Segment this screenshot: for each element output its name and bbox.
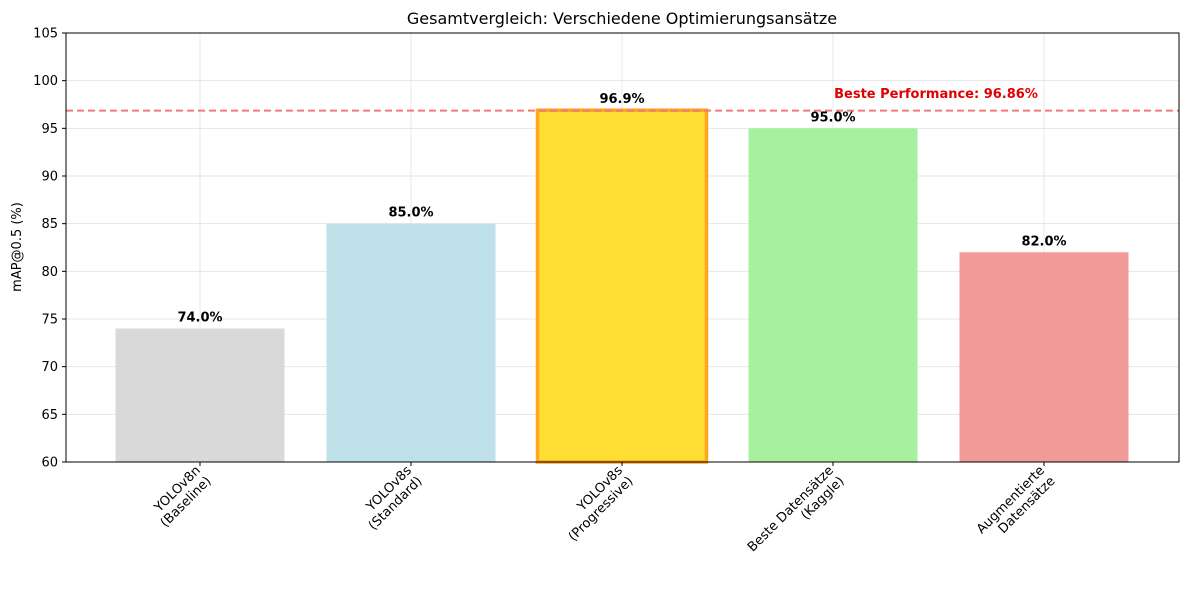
annotation-label: Beste Performance: 96.86% bbox=[834, 87, 1038, 102]
bar-value-label: 74.0% bbox=[177, 311, 222, 326]
bar bbox=[748, 128, 918, 463]
y-tick-label: 90 bbox=[41, 170, 58, 185]
y-tick-label: 70 bbox=[41, 360, 58, 375]
y-tick-label: 100 bbox=[33, 74, 58, 89]
x-tick-label: YOLOv8s(Progressive) bbox=[555, 463, 636, 544]
y-tick-label: 75 bbox=[41, 313, 58, 328]
bar-value-label: 96.9% bbox=[599, 92, 644, 107]
y-tick-label: 65 bbox=[41, 408, 58, 423]
x-tick-label: YOLOv8s(Standard) bbox=[355, 463, 425, 533]
bar bbox=[115, 328, 285, 462]
chart-title: Gesamtvergleich: Verschiedene Optimierun… bbox=[407, 9, 837, 28]
y-tick-label: 105 bbox=[33, 27, 58, 42]
y-tick-label: 80 bbox=[41, 265, 58, 280]
bars-layer bbox=[115, 108, 1129, 464]
bar bbox=[326, 223, 496, 462]
bar-value-label: 95.0% bbox=[810, 110, 855, 125]
y-tick-label: 85 bbox=[41, 217, 58, 232]
bar bbox=[535, 108, 709, 464]
bar-value-label: 85.0% bbox=[388, 206, 433, 221]
bar bbox=[959, 252, 1129, 462]
x-tick-label: AugmentierteDatensätze bbox=[974, 463, 1058, 547]
y-tick-label: 95 bbox=[41, 122, 58, 137]
x-tick-label-line: Beste Datensätze bbox=[745, 463, 837, 555]
reference-line-layer: Beste Performance: 96.86% bbox=[66, 87, 1179, 112]
y-tick-label: 60 bbox=[41, 456, 58, 471]
bar-labels-layer: 74.0% 85.0% 96.9% 95.0% 82.0% bbox=[177, 92, 1066, 325]
y-axis-label: mAP@0.5 (%) bbox=[10, 202, 25, 292]
x-tick-label: Beste Datensätze(Kaggle) bbox=[745, 463, 847, 565]
bar-value-label: 82.0% bbox=[1021, 234, 1066, 249]
x-tick-label: YOLOv8n(Baseline) bbox=[147, 463, 214, 530]
